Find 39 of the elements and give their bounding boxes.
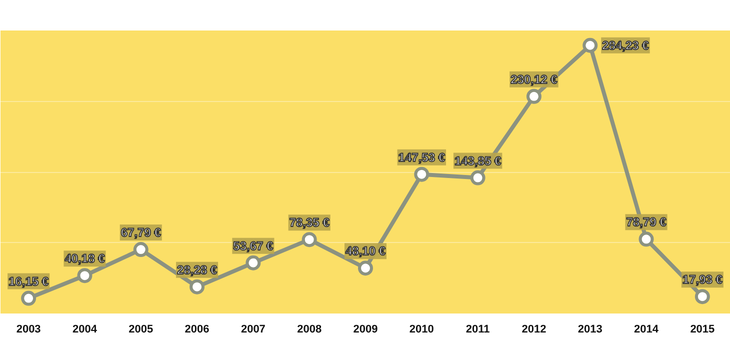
point [302,232,317,248]
data-label: 78,35 € [289,216,330,230]
data-label: 78,79 € [626,215,667,230]
data-label: 28,28 € [177,262,218,277]
data-label: 284,23 € [602,38,650,52]
data-label: 230,12 € [510,72,558,86]
x-tick-label: 2005 [128,324,154,336]
x-tick-label: 2003 [16,324,41,336]
x-tick-label: 2007 [240,324,266,336]
data-label: 53,67 € [233,238,274,253]
point [470,170,486,186]
point [190,279,205,294]
x-tick-label: 2011 [466,324,490,336]
x-tick-label: 2012 [522,324,546,336]
point [526,88,542,104]
x-tick-label: 2008 [297,324,322,336]
point [246,255,261,270]
data-label: 48,10 € [345,244,386,258]
x-tick-label: 2014 [634,324,660,336]
x-tick-label: 2009 [353,324,378,336]
point [694,289,710,304]
point [414,166,430,182]
data-label: 143,85 € [454,154,502,168]
data-label: 67,79 € [120,226,162,240]
point [358,260,373,276]
point [582,38,598,53]
point [21,290,36,306]
data-label: 40,18 € [64,252,106,266]
point [638,232,654,247]
point [133,242,148,258]
x-tick-label: 2015 [690,324,715,336]
x-tick-label: 2004 [72,324,98,336]
point [77,268,92,284]
data-label: 16,15 € [8,274,49,288]
x-tick-label: 2006 [184,324,210,336]
data-label: 147,53 € [398,150,446,164]
x-tick-label: 2010 [409,324,434,336]
x-tick-label: 2013 [578,324,602,336]
data-label: 17,93 € [682,272,723,287]
